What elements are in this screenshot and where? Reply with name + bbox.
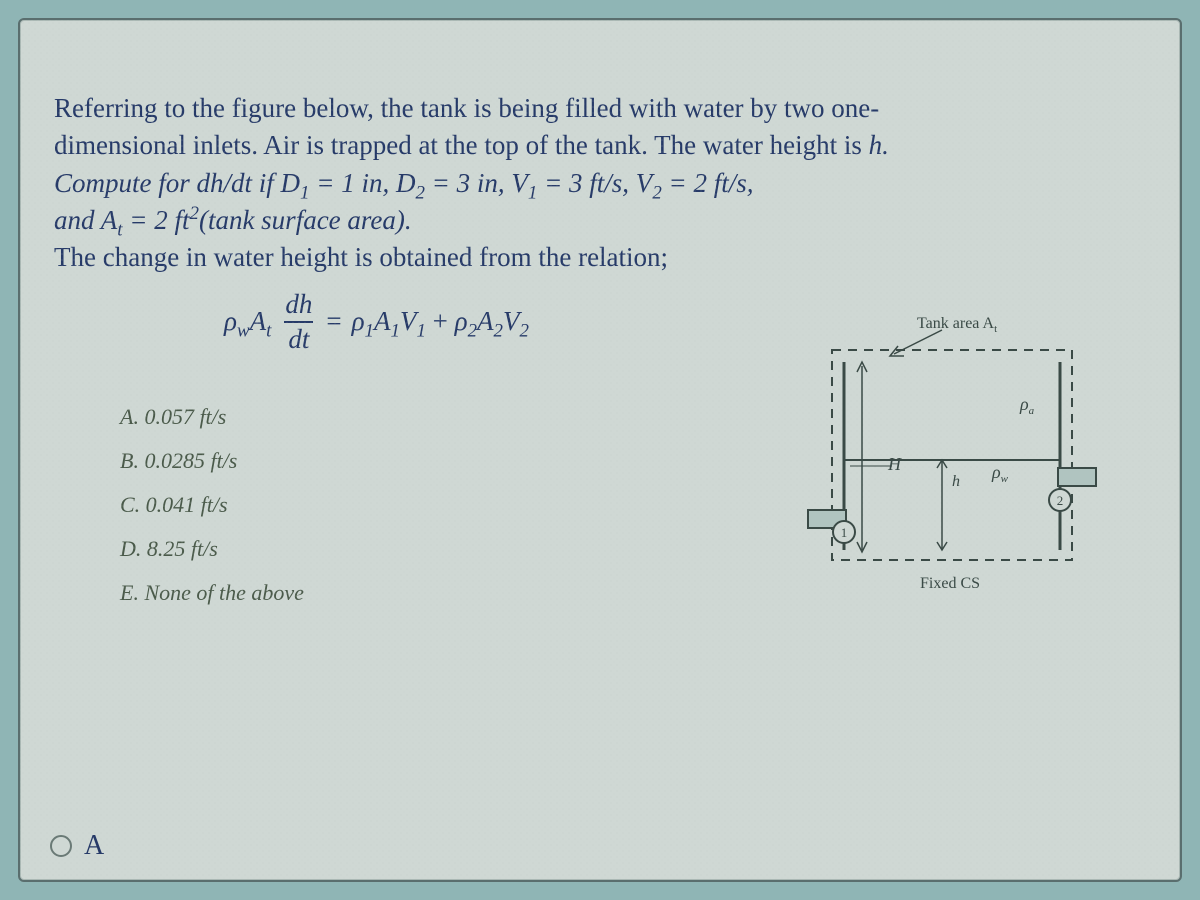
inlet-2-label: 2 xyxy=(1057,493,1064,508)
compute-lead: Compute for dh/dt if D1 = 1 in, D2 = 3 i… xyxy=(54,168,754,198)
lhs: ρwAt xyxy=(224,306,271,337)
rhs: ρ1A1V1 + ρ2A2V2 xyxy=(352,306,529,337)
svg-text:ρw: ρw xyxy=(991,462,1009,485)
tank-figure: 1 2 Tank area At ρa H h ρw Fixed CS xyxy=(802,310,1102,600)
option-letter: A xyxy=(84,830,104,862)
fraction-dh-dt: dh dt xyxy=(281,290,316,353)
question-card: Referring to the figure below, the tank … xyxy=(18,18,1182,882)
line1a: Referring to the figure below, the tank … xyxy=(54,93,879,123)
equals: = xyxy=(326,306,341,337)
tank-area-label: Tank area A xyxy=(917,315,995,332)
line3: and At = 2 ft2(tank surface area). xyxy=(54,205,412,235)
radio-icon[interactable] xyxy=(50,835,72,857)
h-label: h xyxy=(952,473,960,490)
svg-text:Tank area At: Tank area At xyxy=(917,315,997,335)
rho-a-label: ρ xyxy=(1019,394,1029,414)
line4: The change in water height is obtained f… xyxy=(54,242,668,272)
svg-text:ρa: ρa xyxy=(1019,394,1035,417)
problem-text: Referring to the figure below, the tank … xyxy=(54,90,1146,276)
governing-equation: ρwAt dh dt = ρ1A1V1 + ρ2A2V2 xyxy=(224,290,529,353)
H-label: H xyxy=(887,454,902,474)
var-h: h. xyxy=(869,130,889,160)
inlet-1-label: 1 xyxy=(841,525,848,540)
line1b: dimensional inlets. Air is trapped at th… xyxy=(54,130,869,160)
answer-option-a[interactable]: A xyxy=(50,830,104,862)
rho-w-label: ρ xyxy=(991,462,1001,482)
fixed-cs-label: Fixed CS xyxy=(920,575,980,592)
